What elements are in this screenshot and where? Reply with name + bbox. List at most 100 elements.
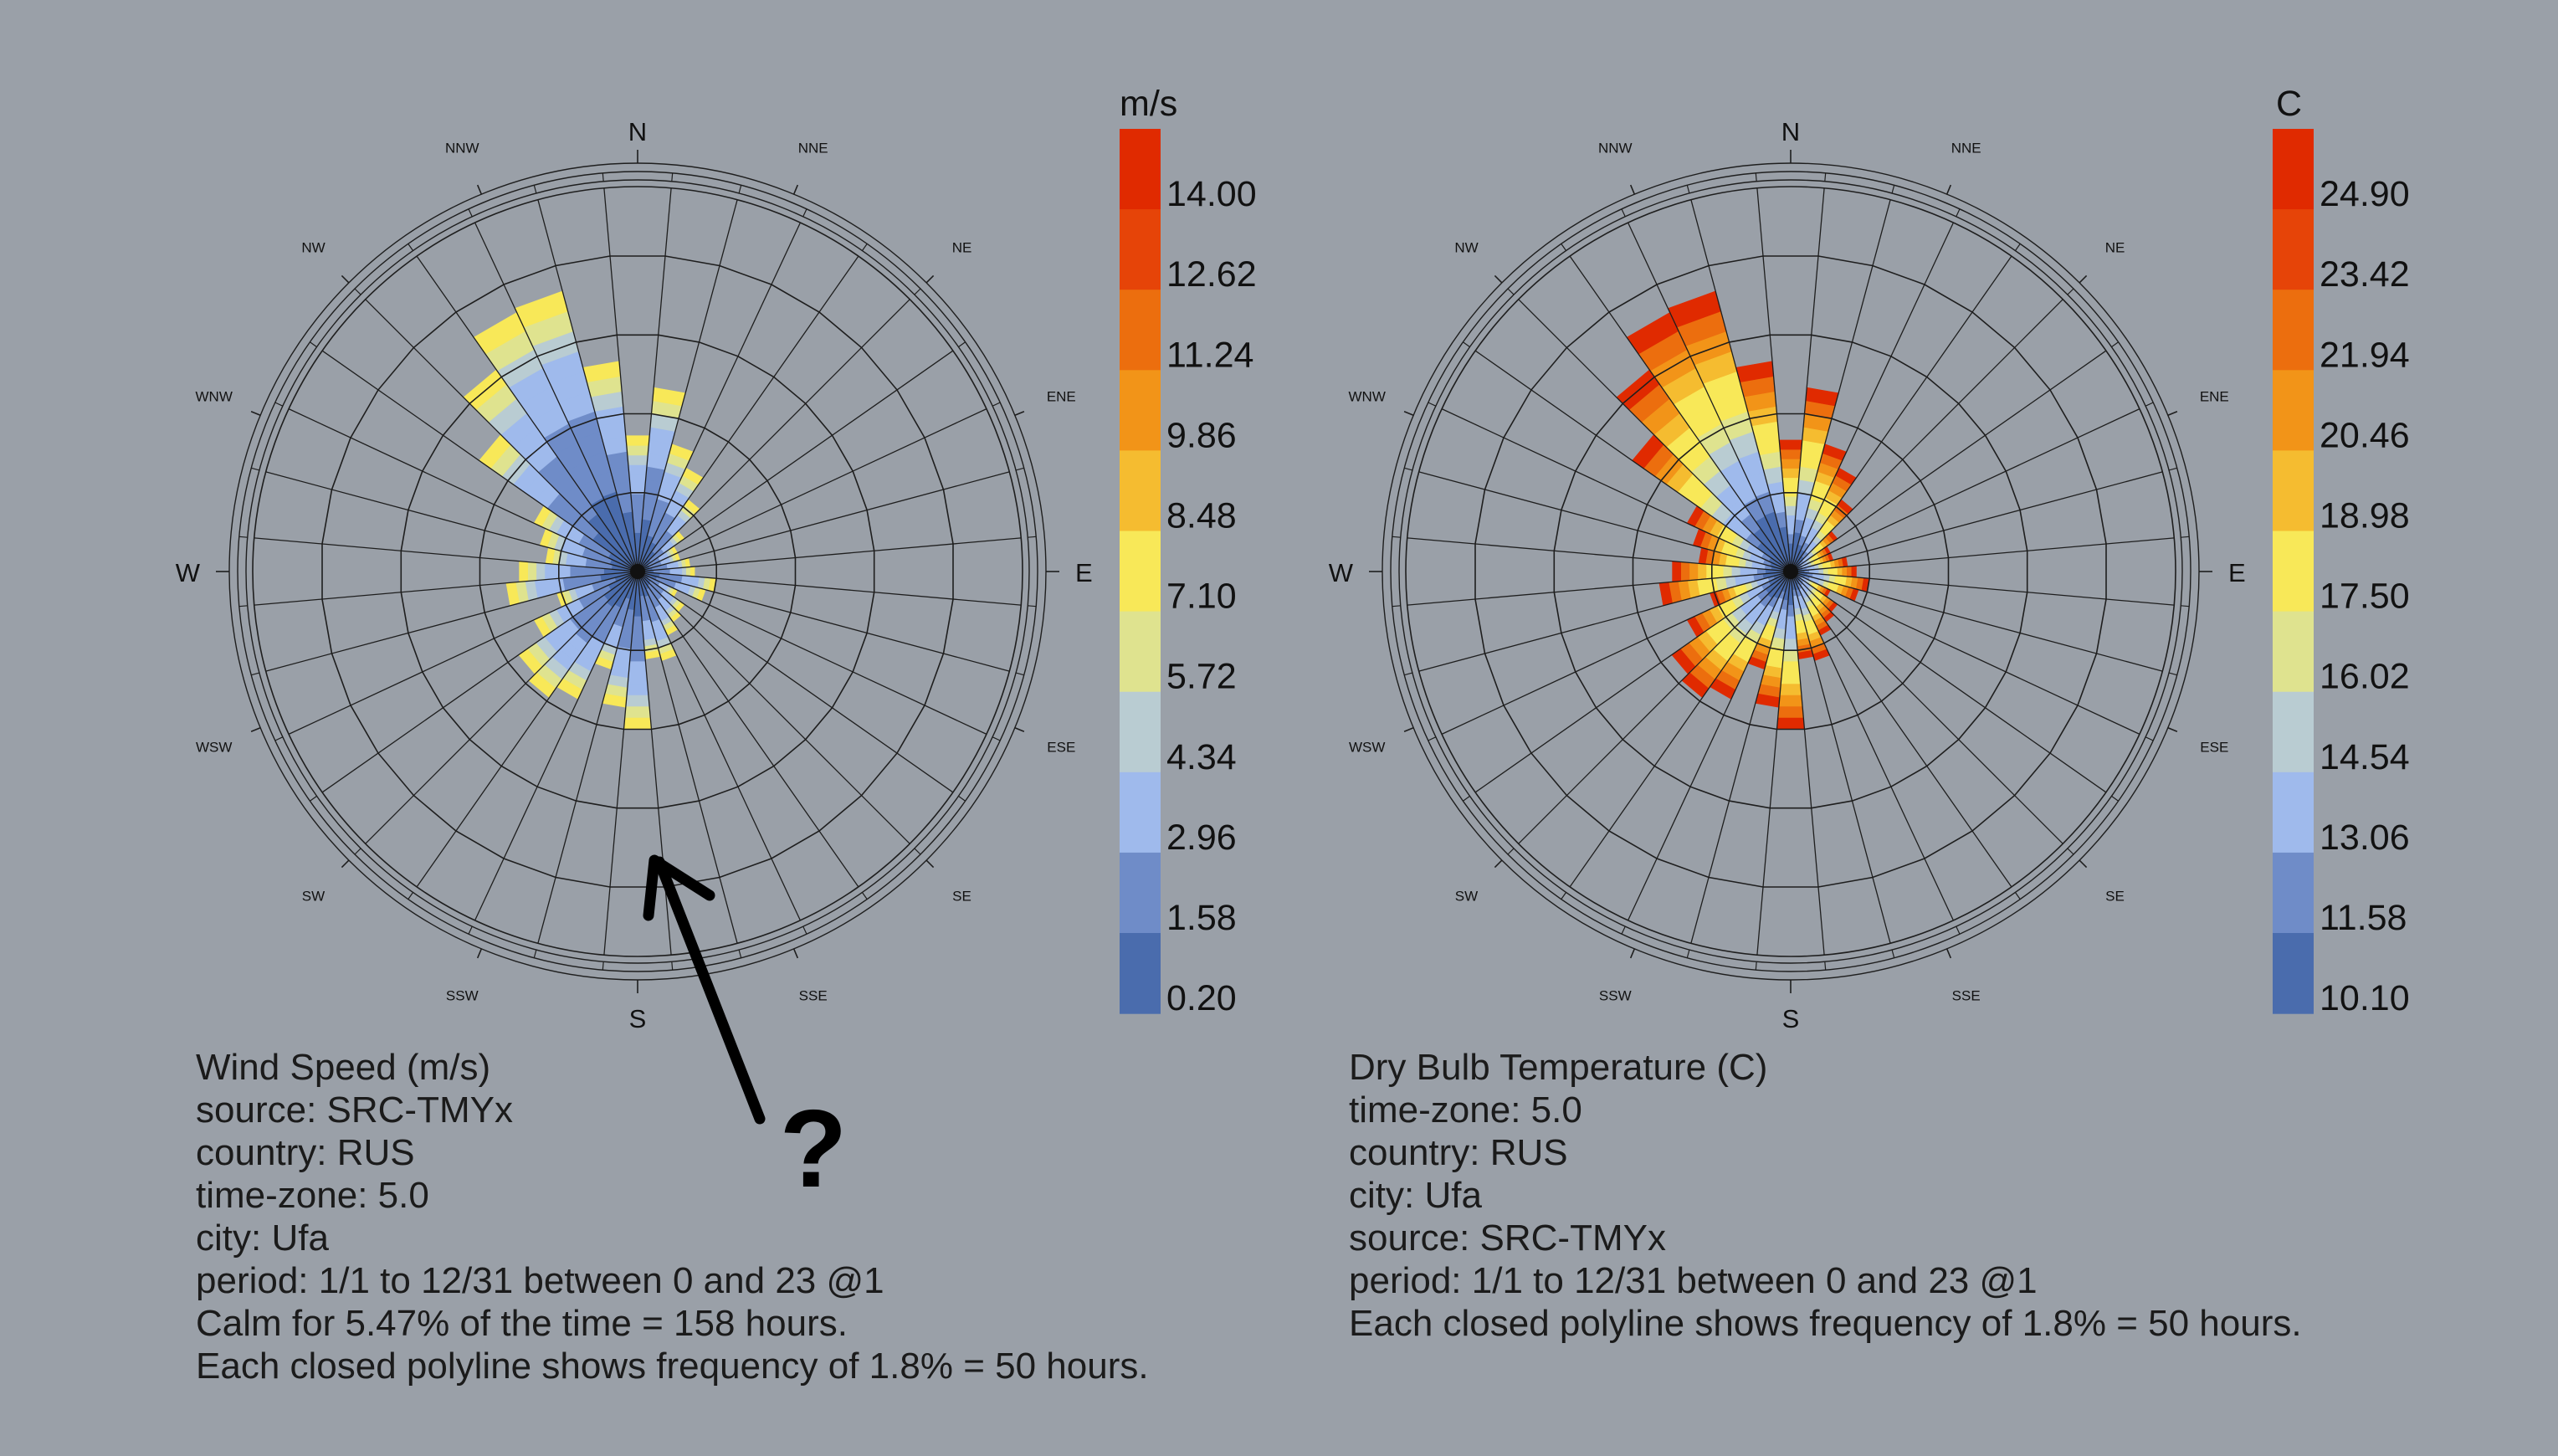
rose-sector-band xyxy=(1776,717,1805,730)
ring-tick xyxy=(2014,244,2021,251)
ring-tick xyxy=(2067,288,2074,295)
ring-tick xyxy=(238,536,248,538)
legend-swatch xyxy=(2273,450,2314,532)
direction-tick xyxy=(1629,948,1636,959)
rose-sector-band xyxy=(628,661,647,674)
radial-spoke xyxy=(637,571,910,844)
rose-sector-band xyxy=(669,567,675,576)
rose-sector xyxy=(1790,571,1859,602)
radial-spoke xyxy=(637,350,954,572)
rose-sector-band xyxy=(544,562,554,581)
legend-label: 23.42 xyxy=(2320,254,2410,295)
direction-label: SSE xyxy=(799,987,828,1003)
wind-speed-chart: N NNE NE ENE E ESE SE SSE S SSW SW WSW W WNW NW NNW? xyxy=(176,117,1093,1210)
radial-spoke xyxy=(537,199,638,572)
ring-tick xyxy=(2168,467,2177,471)
direction-label: NE xyxy=(2105,240,2125,256)
direction-label: W xyxy=(1329,558,1354,587)
legend-label: 7.10 xyxy=(1166,577,1237,617)
rose-sector-band xyxy=(632,513,643,524)
radial-spoke xyxy=(1418,471,1792,572)
legend-label: 17.50 xyxy=(2320,577,2410,617)
ring-tick xyxy=(802,208,807,218)
direction-label: S xyxy=(629,1004,647,1033)
rose-sector-band xyxy=(1833,567,1838,577)
direction-tick xyxy=(792,948,799,959)
ring-tick xyxy=(310,795,317,802)
rose-sector xyxy=(1747,571,1792,670)
ring-tick xyxy=(914,288,921,295)
direction-tick xyxy=(1945,184,1952,195)
info-line: city: Ufa xyxy=(1349,1175,1482,1216)
rose-sector-band xyxy=(1828,567,1833,576)
radial-spoke xyxy=(1518,299,1792,572)
rose-sector-band xyxy=(631,503,644,514)
radial-spoke xyxy=(1407,537,1792,572)
rose-sector-band xyxy=(627,672,648,684)
legend-unit-label: m/s xyxy=(1120,84,1177,124)
ring-tick xyxy=(468,208,473,218)
radial-spoke xyxy=(1790,571,2012,888)
dry-bulb-temperature-legend: 10.10 11.58 13.06 14.54 16.02 17.50 18.98 20.46… xyxy=(2273,84,2410,1018)
direction-tick xyxy=(476,948,483,959)
rose-sector-band xyxy=(1779,684,1802,696)
ring-tick xyxy=(1463,341,1470,348)
info-line: period: 1/1 to 12/31 between 0 and 23 @1 xyxy=(196,1260,884,1301)
direction-label: SSW xyxy=(1599,987,1632,1003)
rose-sector-band xyxy=(625,435,650,446)
info-line: Each closed polyline shows frequency of … xyxy=(1349,1303,2302,1344)
radial-spoke xyxy=(537,571,638,944)
legend-swatch xyxy=(2273,290,2314,371)
rose-sector xyxy=(1778,439,1803,572)
ring-tick xyxy=(958,341,966,348)
radial-spoke xyxy=(1790,571,2063,844)
legend-swatch xyxy=(1120,611,1161,693)
outer-circle xyxy=(252,186,1023,957)
rose-sector-band xyxy=(1697,562,1707,581)
radial-spoke xyxy=(1441,408,1792,572)
legend-swatch xyxy=(1120,450,1161,532)
rose-sector-band xyxy=(624,706,651,719)
rose-sector-band xyxy=(1780,672,1802,684)
ring-tick xyxy=(1824,961,1827,971)
direction-label: N xyxy=(628,117,647,146)
ring-tick xyxy=(533,949,537,958)
radial-spoke xyxy=(1790,571,2163,672)
rose-sector-band xyxy=(1680,561,1690,582)
rose-sector-band xyxy=(569,565,579,578)
rose-sector-band xyxy=(1837,567,1843,577)
legend-label: 5.72 xyxy=(1166,657,1237,697)
direction-label: ESE xyxy=(2200,740,2228,756)
ring-tick xyxy=(671,172,674,182)
radial-spoke xyxy=(603,187,638,572)
radial-spoke xyxy=(265,571,638,672)
rose-sector-band xyxy=(1779,449,1802,459)
rose-sector-band xyxy=(1785,515,1797,525)
radial-spoke xyxy=(1790,350,2107,572)
ring-tick xyxy=(1507,288,1515,295)
radial-spoke xyxy=(474,222,638,572)
radial-spoke xyxy=(637,571,738,944)
legend-label: 2.96 xyxy=(1166,818,1237,858)
legend-unit-label: C xyxy=(2276,84,2302,124)
ring-tick xyxy=(408,892,414,900)
info-line: time-zone: 5.0 xyxy=(196,1175,429,1216)
rose-sector xyxy=(1672,561,1792,582)
rose-sector xyxy=(1667,290,1792,572)
radial-spoke xyxy=(637,571,1022,606)
ring-tick xyxy=(1392,605,1401,608)
direction-tick xyxy=(250,410,261,417)
center-dot xyxy=(1783,564,1798,579)
radial-spoke xyxy=(265,471,638,572)
ring-tick xyxy=(1956,925,1961,935)
rose-sector-band xyxy=(632,616,643,628)
direction-label: NE xyxy=(952,240,972,256)
legend-label: 21.94 xyxy=(2320,335,2410,375)
ring-tick xyxy=(1621,208,1626,218)
arrow-head xyxy=(643,854,715,921)
rose-sector-band xyxy=(1731,566,1740,577)
rose-sector-band xyxy=(1705,563,1715,580)
radial-spoke xyxy=(416,571,638,888)
direction-label: SE xyxy=(2105,889,2125,905)
rose-sector-band xyxy=(1847,566,1853,577)
